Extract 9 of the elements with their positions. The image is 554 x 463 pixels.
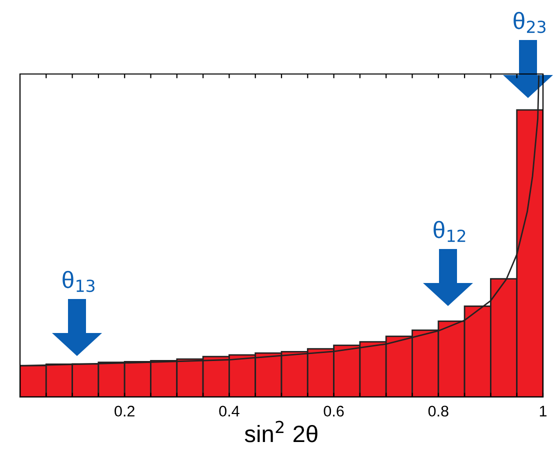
annotation: θ$_{13}$ [62, 270, 94, 292]
x-tick-label: 1 [540, 406, 547, 416]
x-tick-label: 0.8 [428, 406, 448, 417]
annotation: θ$_{12}$ [434, 220, 466, 242]
x-tick-label: 0.2 [114, 406, 134, 417]
x-tick-label: 0.6 [324, 406, 344, 417]
x-axis-title: sin$^{2}$ 2θ [244, 420, 318, 442]
text: θ$_{23}$ [514, 12, 546, 34]
x-tick-label: 0.4 [219, 406, 240, 417]
